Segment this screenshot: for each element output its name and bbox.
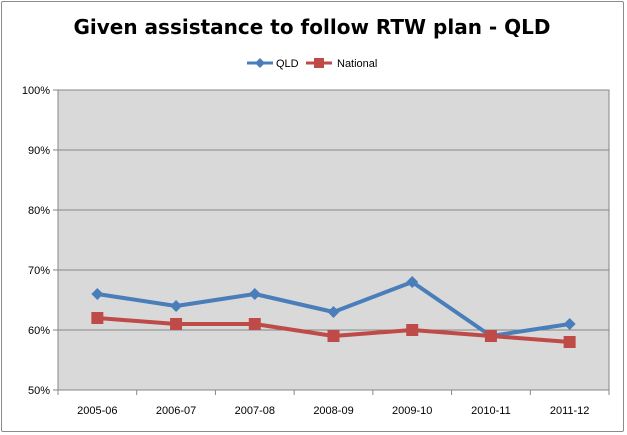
data-point-national [406,324,419,336]
data-point-qld [91,288,104,300]
data-point-qld [563,318,576,330]
series-group [91,276,576,348]
data-point-qld [248,288,261,300]
data-point-national [91,312,104,324]
data-point-national [248,318,261,330]
data-point-national [170,318,183,330]
data-point-qld [406,276,419,288]
legend: QLD National [247,58,377,70]
legend-marker-qld [255,58,265,68]
legend-marker-national [314,58,324,68]
x-tick-label: 2011-12 [550,405,590,417]
x-tick-label: 2006-07 [156,405,196,417]
y-tick-label: 100% [22,85,50,97]
chart-title: Given assistance to follow RTW plan - QL… [73,15,550,39]
x-tick-label: 2005-06 [77,405,117,417]
data-point-qld [327,306,340,318]
y-tick-label: 70% [28,265,50,277]
y-tick-label: 90% [28,145,50,157]
x-tick-label: 2008-09 [313,405,353,417]
legend-label-national: National [337,58,377,70]
plot-area [57,89,610,391]
x-axis: 2005-06 2006-07 2007-08 2008-09 2009-10 2010-… [57,390,610,417]
x-tick-label: 2009-10 [392,405,432,417]
x-tick-label: 2010-11 [471,405,511,417]
data-point-national [563,336,576,348]
y-tick-label: 60% [28,325,50,337]
y-tick-label: 80% [28,205,50,217]
data-point-national [327,330,340,342]
data-point-national [484,330,497,342]
legend-label-qld: QLD [276,58,299,70]
y-tick-label: 50% [28,385,50,397]
y-axis: 50% 60% 70% 80% 90% 100% [22,85,58,397]
data-point-qld [170,300,183,312]
x-tick-label: 2007-08 [235,405,275,417]
